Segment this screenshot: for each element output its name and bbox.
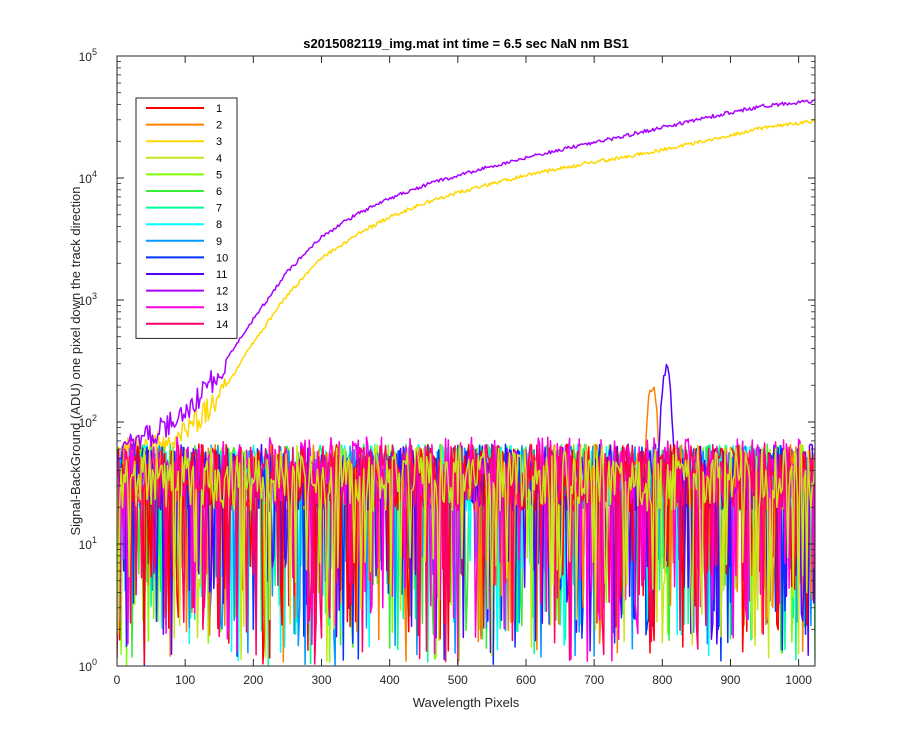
series-layer bbox=[117, 98, 815, 666]
legend-label-13: 13 bbox=[216, 302, 228, 314]
legend-label-11: 11 bbox=[216, 269, 227, 281]
x-tick-label: 300 bbox=[311, 673, 331, 687]
legend-label-3: 3 bbox=[216, 136, 222, 148]
series-line-3 bbox=[117, 118, 815, 461]
legend-label-12: 12 bbox=[216, 286, 228, 298]
y-tick-label: 102 bbox=[79, 413, 97, 430]
legend-box bbox=[135, 97, 238, 339]
x-tick-label: 1000 bbox=[785, 673, 812, 687]
y-tick-label: 103 bbox=[79, 291, 97, 308]
x-tick-label: 600 bbox=[516, 673, 536, 687]
legend-label-1: 1 bbox=[216, 103, 222, 115]
x-axis-label: Wavelength Pixels bbox=[413, 695, 520, 710]
legend-label-10: 10 bbox=[216, 252, 228, 264]
legend-label-9: 9 bbox=[216, 236, 222, 248]
x-tick-label: 500 bbox=[448, 673, 468, 687]
x-tick-label: 400 bbox=[380, 673, 400, 687]
legend-label-5: 5 bbox=[216, 169, 222, 181]
legend-label-4: 4 bbox=[216, 153, 222, 165]
axes-box bbox=[116, 55, 816, 667]
legend-label-14: 14 bbox=[216, 319, 228, 331]
y-tick-label: 100 bbox=[79, 657, 97, 674]
y-tick-label: 105 bbox=[79, 47, 97, 64]
y-axis-label: Signal-BackGround (ADU) one pixel down t… bbox=[68, 186, 83, 535]
x-tick-label: 200 bbox=[243, 673, 263, 687]
legend-label-7: 7 bbox=[216, 203, 222, 215]
series-line-14 bbox=[117, 443, 815, 665]
x-tick-label: 800 bbox=[652, 673, 672, 687]
chart-title: s2015082119_img.mat int time = 6.5 sec N… bbox=[303, 36, 629, 51]
x-tick-label: 0 bbox=[114, 673, 121, 687]
legend-label-2: 2 bbox=[216, 120, 222, 132]
x-tick-label: 900 bbox=[720, 673, 740, 687]
axes-layer: 0 100 200 300 400 500 600 700 800 900 100010010110… bbox=[79, 47, 816, 687]
y-tick-label: 101 bbox=[79, 535, 97, 552]
series-line-4 bbox=[117, 443, 815, 662]
x-tick-label: 700 bbox=[584, 673, 604, 687]
y-tick-label: 104 bbox=[79, 169, 97, 186]
series-line-12 bbox=[117, 98, 815, 462]
legend-label-6: 6 bbox=[216, 186, 222, 198]
x-tick-label: 100 bbox=[175, 673, 195, 687]
legend-label-8: 8 bbox=[216, 219, 222, 231]
